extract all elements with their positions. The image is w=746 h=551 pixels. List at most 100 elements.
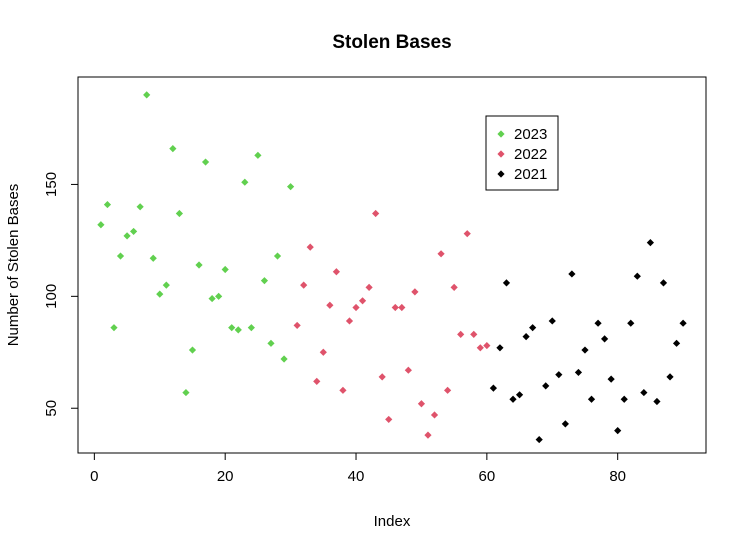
- data-point: [424, 431, 432, 439]
- data-point: [581, 346, 589, 354]
- data-point: [195, 261, 203, 269]
- data-point: [509, 395, 517, 403]
- data-point: [182, 388, 190, 397]
- chart-title: Stolen Bases: [332, 32, 451, 53]
- data-point: [659, 279, 668, 287]
- data-point: [404, 366, 412, 374]
- data-point: [548, 317, 556, 325]
- data-point: [116, 252, 125, 260]
- series-2023: [97, 91, 295, 397]
- data-point: [620, 395, 628, 403]
- y-tick-label: 50: [43, 400, 60, 417]
- data-point: [136, 203, 144, 211]
- data-point: [476, 344, 484, 352]
- data-point: [352, 303, 360, 312]
- data-point: [372, 209, 380, 218]
- data-point: [666, 373, 674, 381]
- legend-label: 2021: [514, 166, 547, 183]
- data-point: [234, 326, 242, 334]
- data-point: [653, 397, 661, 406]
- data-point: [646, 239, 654, 247]
- data-point: [430, 411, 439, 419]
- data-point: [555, 371, 563, 379]
- data-point: [319, 348, 327, 356]
- x-tick-label: 80: [609, 468, 626, 485]
- x-axis-label: Index: [374, 513, 411, 530]
- data-point: [149, 254, 157, 262]
- data-point: [450, 283, 458, 291]
- data-point: [300, 281, 308, 289]
- data-point: [594, 319, 602, 327]
- data-point: [391, 303, 399, 312]
- data-point: [169, 145, 177, 153]
- data-point: [358, 297, 367, 305]
- data-point: [411, 288, 419, 296]
- data-point: [201, 158, 210, 166]
- data-point: [326, 301, 334, 309]
- data-point: [470, 330, 478, 338]
- legend-marker: [497, 170, 505, 178]
- legend-label: 2022: [514, 146, 547, 163]
- x-tick-label: 60: [479, 468, 496, 485]
- data-point: [672, 339, 681, 347]
- data-point: [332, 268, 340, 276]
- data-point: [378, 373, 386, 381]
- legend: 2023 2022 2021: [485, 115, 559, 191]
- data-point: [365, 283, 373, 291]
- data-point: [633, 272, 641, 280]
- data-point: [587, 395, 596, 403]
- data-point: [345, 317, 354, 325]
- data-point: [339, 386, 347, 394]
- data-point: [463, 230, 471, 238]
- legend-marker: [497, 130, 505, 138]
- y-axis: 50 100 150: [43, 172, 79, 417]
- data-point: [103, 200, 112, 209]
- data-point: [188, 346, 197, 354]
- data-point: [280, 355, 288, 363]
- legend-box: [485, 115, 559, 191]
- data-point: [110, 324, 118, 332]
- y-axis-label: Number of Stolen Bases: [5, 184, 22, 347]
- y-tick-label: 150: [43, 172, 60, 197]
- data-point: [215, 292, 223, 300]
- data-point: [561, 420, 569, 428]
- data-point: [568, 270, 576, 278]
- data-point: [607, 375, 615, 383]
- data-point: [489, 384, 497, 392]
- data-point: [130, 227, 138, 236]
- data-point: [574, 368, 583, 377]
- data-point: [162, 281, 170, 289]
- data-point: [221, 265, 229, 274]
- data-point: [156, 290, 164, 298]
- x-tick-label: 20: [217, 468, 234, 485]
- data-point: [123, 232, 131, 240]
- data-point: [208, 294, 216, 303]
- data-point: [398, 303, 406, 312]
- x-axis: 0 20 40 60 80: [90, 452, 626, 485]
- data-point: [522, 333, 530, 341]
- data-point: [260, 277, 269, 285]
- data-point: [444, 386, 452, 394]
- data-point: [679, 319, 687, 327]
- data-point: [496, 344, 504, 352]
- data-points: [97, 91, 687, 444]
- data-point: [241, 178, 249, 186]
- data-point: [313, 377, 321, 385]
- data-point: [535, 435, 543, 444]
- x-tick-label: 0: [90, 468, 98, 485]
- data-point: [97, 221, 105, 229]
- data-point: [515, 391, 524, 399]
- y-tick-label: 100: [43, 284, 60, 309]
- legend-marker: [497, 150, 505, 158]
- data-point: [614, 427, 622, 435]
- plot-frame: [77, 76, 707, 454]
- data-point: [385, 415, 393, 424]
- legend-label: 2023: [514, 126, 547, 143]
- data-point: [457, 330, 465, 338]
- data-point: [175, 209, 183, 218]
- series-2022: [293, 209, 491, 439]
- data-point: [293, 321, 301, 330]
- data-point: [529, 324, 537, 332]
- data-point: [483, 341, 491, 350]
